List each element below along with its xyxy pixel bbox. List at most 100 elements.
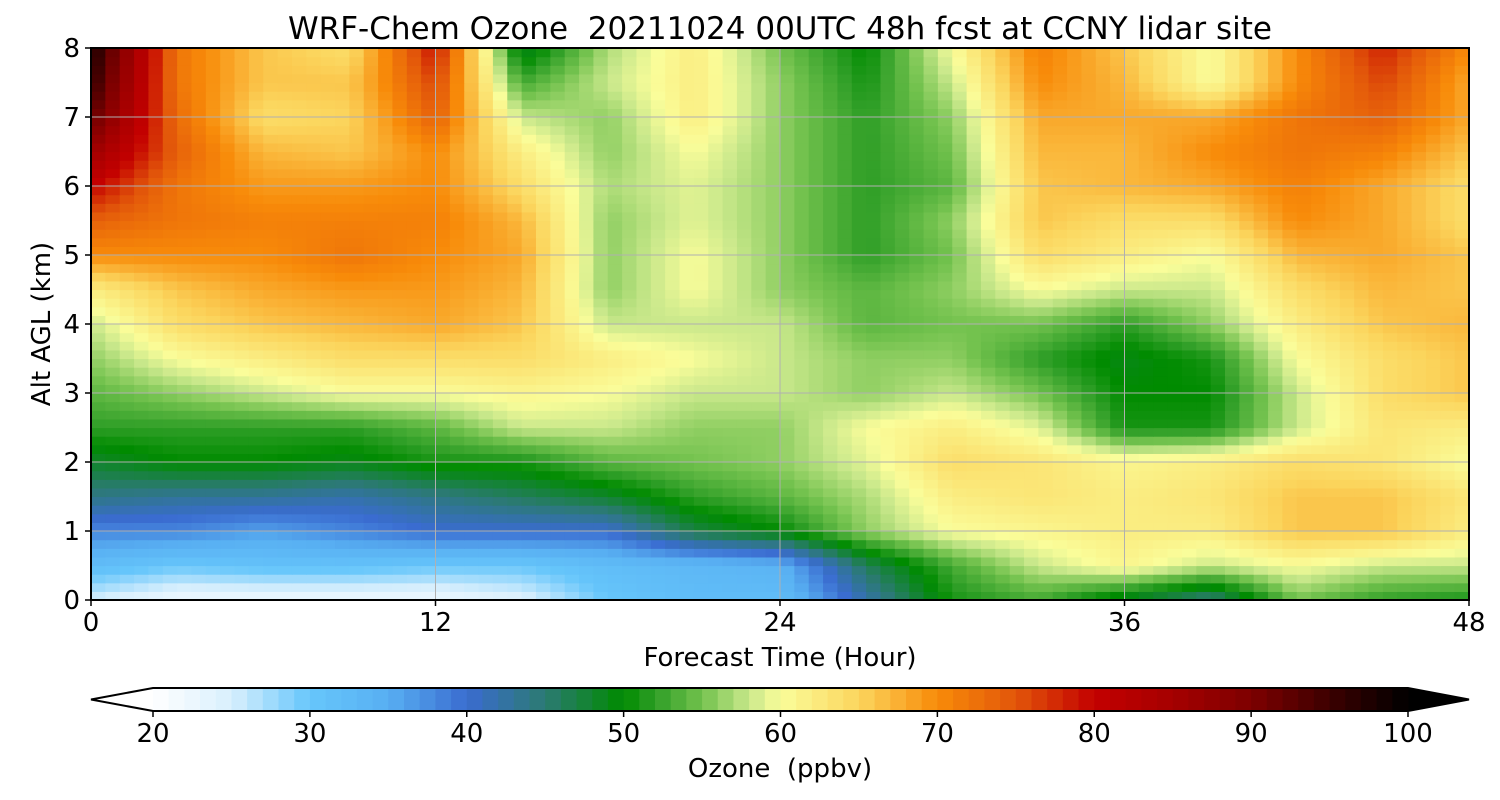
heatmap-cell (980, 487, 996, 498)
heatmap-cell (1325, 591, 1341, 600)
heatmap-cell (1282, 444, 1298, 454)
heatmap-cell (263, 246, 279, 256)
heatmap-cell (1411, 505, 1427, 515)
heatmap-cell (177, 556, 193, 567)
heatmap-cell (780, 522, 795, 532)
heatmap-cell (421, 375, 437, 385)
heatmap-cell (1425, 513, 1441, 523)
heatmap-cell (1210, 255, 1226, 265)
heatmap-cell (1067, 505, 1083, 515)
heatmap-cell (1382, 479, 1398, 489)
heatmap-cell (1382, 306, 1398, 316)
heatmap-cell (320, 393, 336, 403)
heatmap-cell (248, 280, 264, 291)
heatmap-cell (1138, 539, 1154, 549)
heatmap-cell (1325, 177, 1341, 187)
heatmap-cell (808, 556, 824, 567)
heatmap-cell (1081, 375, 1097, 385)
heatmap-cell (1181, 194, 1197, 204)
heatmap-cell (478, 496, 494, 506)
heatmap-cell (492, 211, 508, 222)
heatmap-cell (421, 453, 437, 463)
heatmap-cell (177, 306, 193, 316)
heatmap-cell (291, 513, 307, 523)
heatmap-cell (392, 211, 408, 222)
heatmap-cell (564, 418, 580, 429)
heatmap-cell (1110, 160, 1126, 170)
heatmap-cell (1153, 513, 1169, 523)
heatmap-cell (1124, 582, 1140, 592)
heatmap-cell (1210, 548, 1226, 558)
heatmap-cell (866, 505, 882, 515)
heatmap-cell (1411, 229, 1427, 239)
heatmap-cell (291, 263, 307, 273)
heatmap-cell (1411, 272, 1427, 282)
heatmap-cell (736, 160, 752, 170)
heatmap-cell (1239, 505, 1255, 515)
heatmap-cell (349, 272, 365, 282)
heatmap-cell (937, 280, 953, 291)
heatmap-cell (579, 151, 594, 161)
heatmap-cell (995, 289, 1011, 299)
heatmap-cell (177, 151, 193, 161)
heatmap-cell (693, 280, 709, 291)
heatmap-cell (1368, 548, 1384, 558)
heatmap-cell (937, 349, 953, 360)
heatmap-cell (665, 427, 681, 437)
heatmap-cell (1138, 470, 1154, 480)
heatmap-cell (320, 565, 336, 575)
heatmap-cell (1224, 367, 1240, 377)
heatmap-cell (823, 211, 839, 222)
heatmap-cell (1024, 211, 1039, 222)
heatmap-cell (1224, 160, 1240, 170)
heatmap-cell (134, 367, 150, 377)
heatmap-cell (794, 401, 810, 411)
heatmap-cell (966, 393, 982, 403)
heatmap-cell (665, 229, 681, 239)
heatmap-cell (1425, 444, 1441, 454)
heatmap-cell (880, 332, 896, 342)
heatmap-cell (1067, 444, 1083, 454)
heatmap-cell (1325, 211, 1341, 222)
heatmap-cell (765, 505, 781, 515)
heatmap-cell (1038, 496, 1054, 506)
heatmap-cell (1196, 505, 1212, 515)
heatmap-cell (823, 556, 839, 567)
heatmap-cell (837, 574, 853, 584)
heatmap-cell (1081, 186, 1097, 196)
heatmap-cell (1038, 522, 1054, 532)
heatmap-cell (406, 280, 422, 291)
heatmap-cell (1081, 289, 1097, 299)
heatmap-cell (91, 496, 106, 506)
heatmap-cell (335, 151, 350, 161)
heatmap-cell (1454, 341, 1469, 351)
heatmap-cell (277, 349, 293, 360)
heatmap-cell (263, 315, 279, 325)
heatmap-cell (823, 177, 839, 187)
heatmap-cell (449, 574, 465, 584)
heatmap-cell (995, 548, 1011, 558)
heatmap-cell (1454, 565, 1469, 575)
heatmap-cell (1325, 384, 1341, 394)
heatmap-cell (1110, 367, 1126, 377)
heatmap-cell (435, 513, 451, 523)
heatmap-cell (550, 168, 566, 178)
heatmap-cell (220, 349, 236, 360)
heatmap-cell (464, 255, 480, 265)
heatmap-cell (349, 349, 365, 360)
heatmap-cell (449, 237, 465, 247)
heatmap-cell (234, 393, 250, 403)
heatmap-cell (1425, 280, 1441, 291)
heatmap-cell (622, 418, 638, 429)
heatmap-cell (593, 272, 609, 282)
heatmap-cell (234, 168, 250, 178)
heatmap-cell (937, 186, 953, 196)
heatmap-cell (564, 574, 580, 584)
heatmap-cell (1268, 479, 1283, 489)
heatmap-cell (909, 453, 925, 463)
heatmap-cell (507, 306, 523, 316)
heatmap-cell (392, 177, 408, 187)
heatmap-cell (449, 255, 465, 265)
heatmap-cell (909, 496, 925, 506)
heatmap-cell (751, 177, 767, 187)
